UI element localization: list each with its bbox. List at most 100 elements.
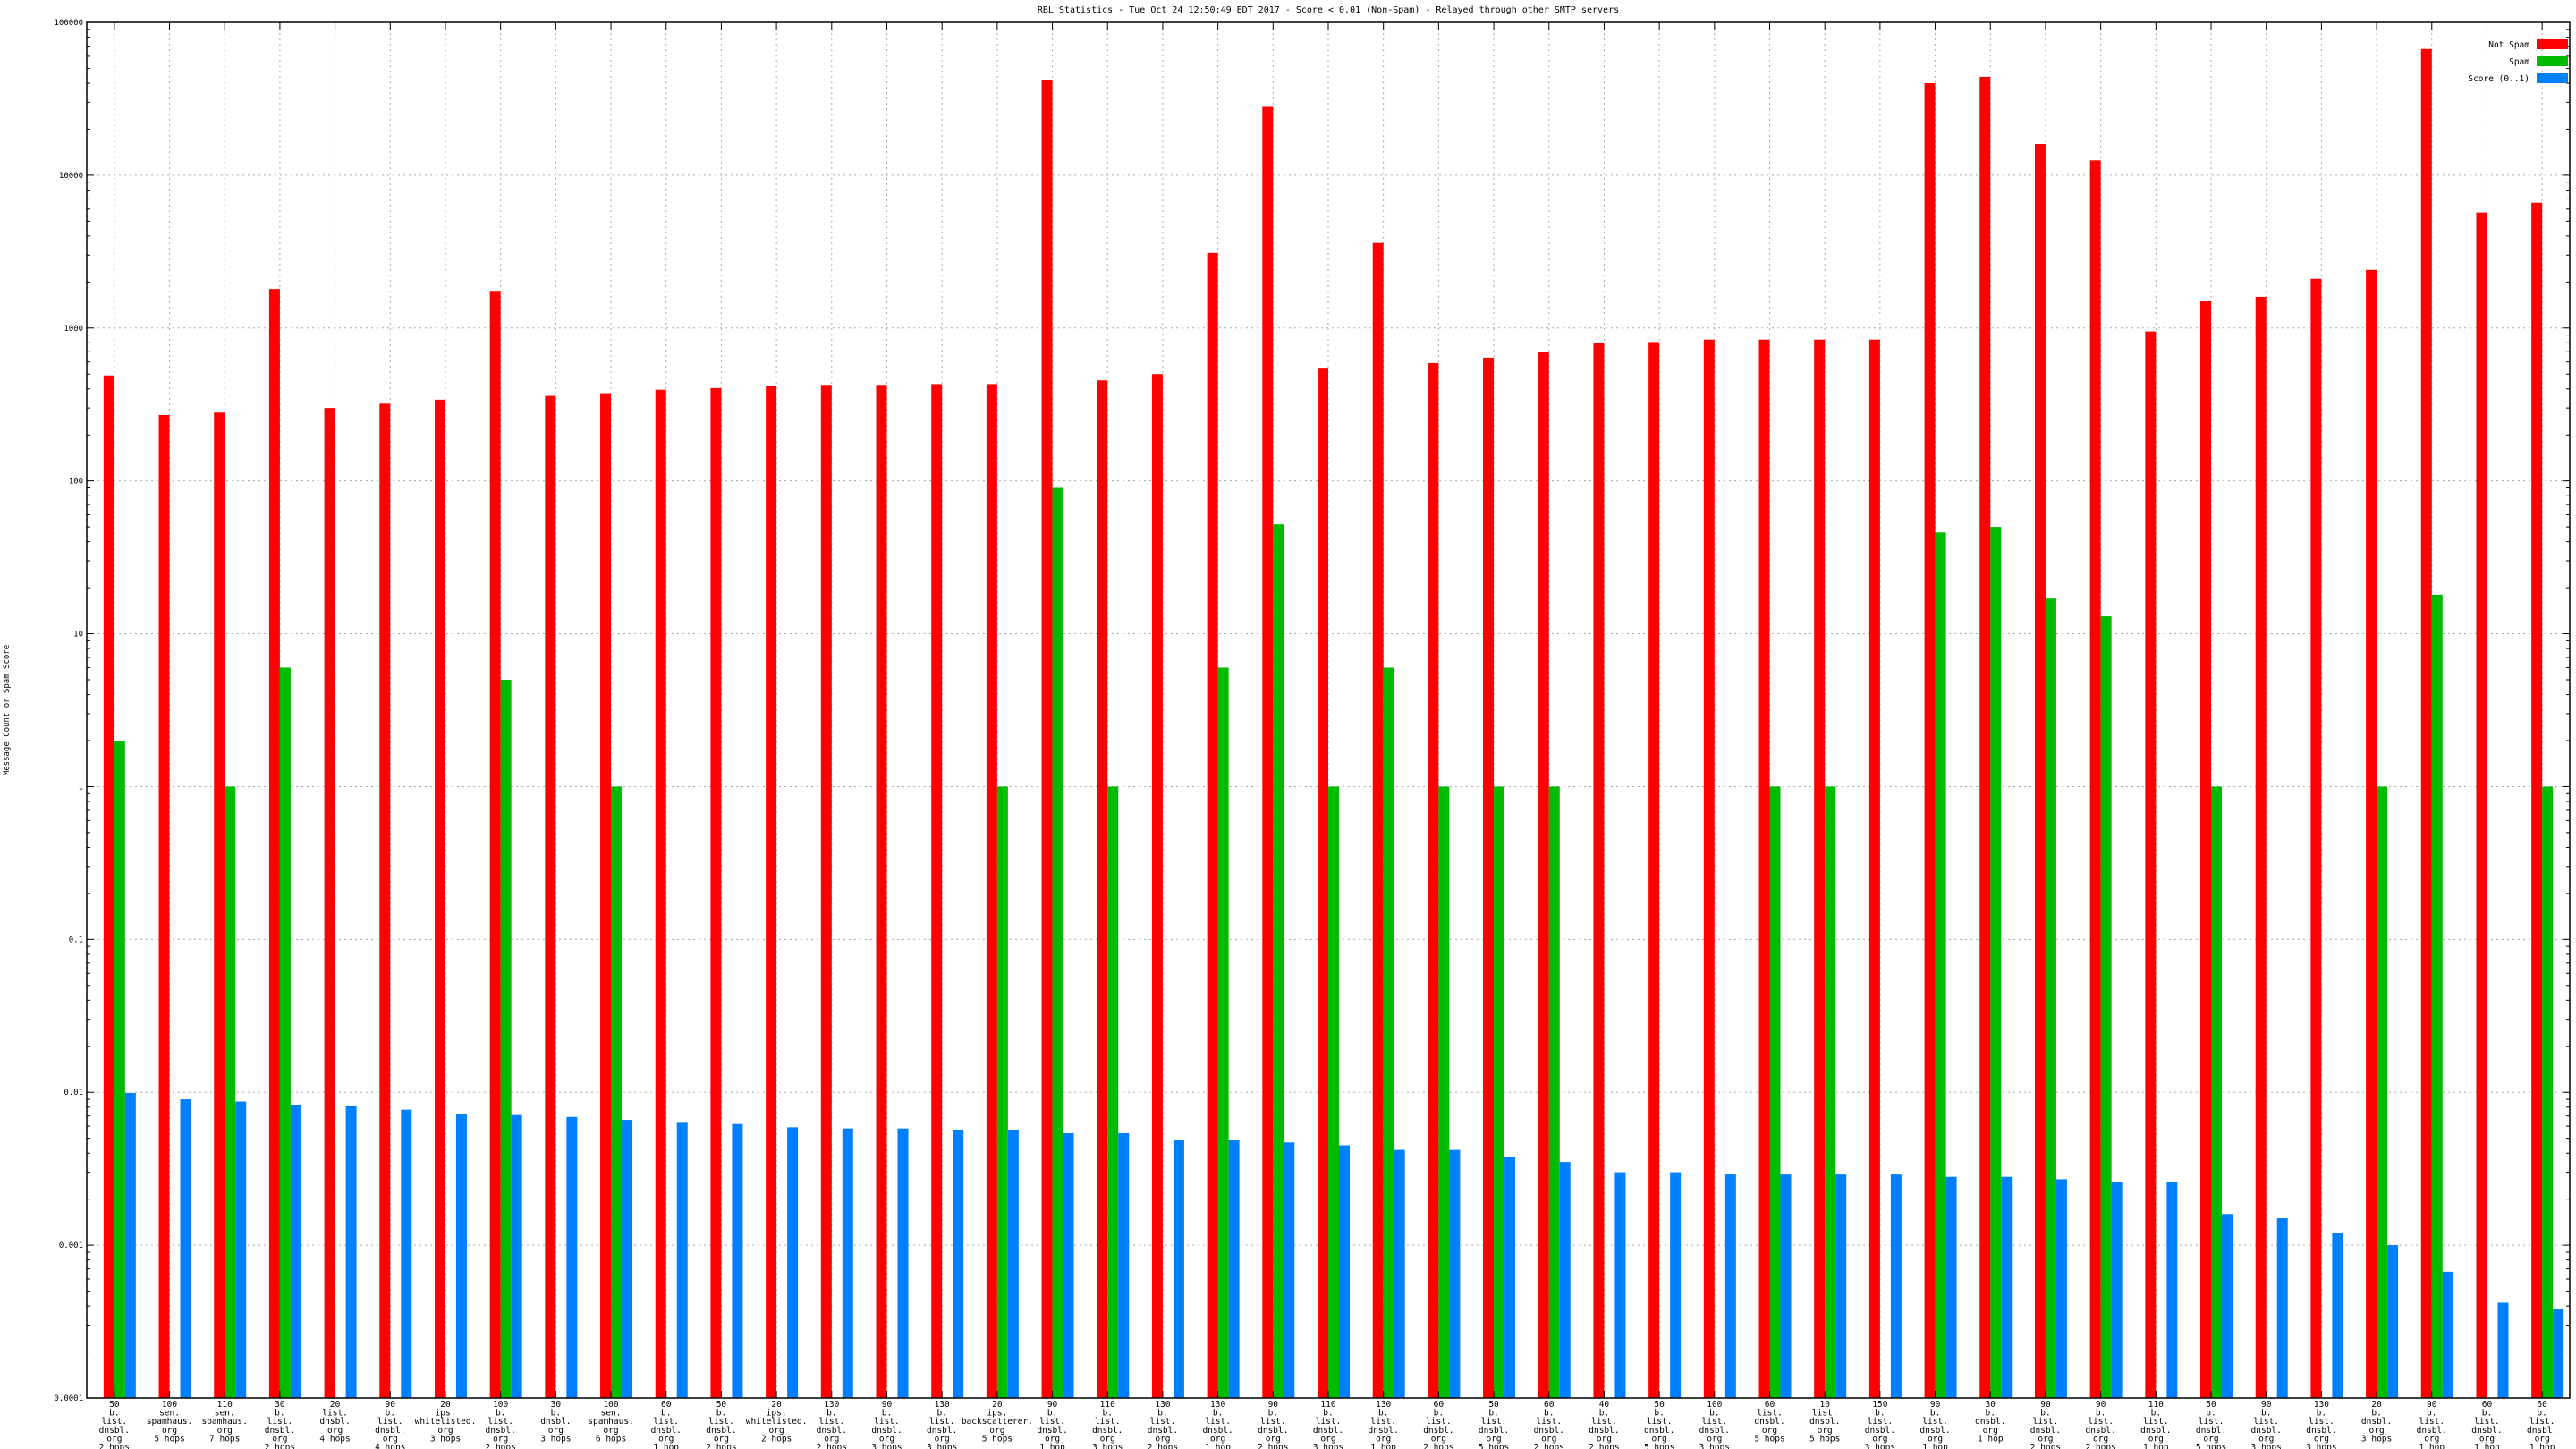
legend-label-not-spam: Not Spam: [2488, 40, 2529, 50]
x-category-label: 90 b. list. dnsbl. org 1 hop: [1037, 1400, 1067, 1449]
bar-not-spam: [1097, 380, 1108, 1398]
bar-not-spam: [2366, 269, 2377, 1398]
bar-score-0-1: [732, 1123, 743, 1398]
bar-spam: [1107, 786, 1119, 1398]
bar-not-spam: [986, 384, 997, 1398]
bar-spam: [1438, 786, 1450, 1398]
x-category-label: 50 b. list. dnsbl. org 2 hops: [99, 1400, 130, 1449]
x-category-label: 130 b. list. dnsbl. org 2 hops: [817, 1400, 847, 1449]
bar-spam: [1935, 532, 1946, 1398]
x-category-label: 100 sen. spamhaus. org 5 hops: [147, 1400, 192, 1444]
bar-score-0-1: [1118, 1132, 1130, 1398]
bar-score-0-1: [1614, 1172, 1626, 1398]
bar-score-0-1: [1835, 1174, 1847, 1398]
x-category-label: 30 b. dnsbl. org 3 hops: [540, 1400, 571, 1444]
bar-score-0-1: [1063, 1132, 1074, 1398]
bar-spam: [2100, 616, 2112, 1398]
legend-label-score: Score (0..1): [2468, 74, 2529, 84]
x-category-label: 100 sen. spamhaus. org 6 hops: [588, 1400, 633, 1444]
bar-not-spam: [710, 387, 722, 1398]
bar-score-0-1: [511, 1114, 522, 1398]
x-category-label: 130 b. list. dnsbl. org 1 hop: [1202, 1400, 1233, 1449]
bar-not-spam: [655, 389, 666, 1398]
bar-score-0-1: [180, 1099, 191, 1398]
bar-spam: [2045, 598, 2056, 1398]
bar-score-0-1: [842, 1128, 853, 1398]
bar-not-spam: [268, 289, 280, 1398]
x-category-label: 100 b. list. dnsbl. org 3 hops: [1699, 1400, 1730, 1449]
x-category-label: 60 list. dnsbl. org 5 hops: [1754, 1400, 1784, 1444]
bar-not-spam: [600, 393, 612, 1399]
bar-spam: [2431, 594, 2443, 1398]
bar-not-spam: [931, 384, 943, 1398]
bar-not-spam: [2034, 144, 2046, 1398]
bar-spam: [114, 741, 125, 1398]
x-category-label: 40 b. list. dnsbl. org 2 hops: [1589, 1400, 1619, 1449]
bar-not-spam: [2476, 212, 2487, 1398]
bar-spam: [1052, 487, 1063, 1398]
bar-score-0-1: [2001, 1176, 2012, 1398]
bar-spam: [279, 667, 291, 1398]
bar-not-spam: [2255, 296, 2267, 1398]
bar-not-spam: [1483, 357, 1495, 1399]
x-category-label: 20 list. dnsbl. org 4 hops: [319, 1400, 350, 1444]
y-tick-label: 0.01: [64, 1089, 83, 1097]
bar-score-0-1: [2276, 1218, 2288, 1398]
bar-spam: [1548, 786, 1560, 1398]
bar-not-spam: [158, 414, 170, 1398]
bar-score-0-1: [124, 1092, 136, 1398]
x-category-label: 110 b. list. dnsbl. org 1 hop: [2140, 1400, 2171, 1449]
y-axis-label: Message Count or Spam Score: [3, 645, 12, 775]
bar-not-spam: [545, 395, 556, 1399]
bar-not-spam: [1703, 339, 1715, 1398]
bar-score-0-1: [897, 1128, 909, 1398]
bars: [103, 48, 2564, 1399]
bar-not-spam: [2420, 48, 2432, 1398]
y-tick-label: 10: [73, 631, 83, 640]
x-category-label: 60 b. list. dnsbl. org 1 hop: [651, 1400, 682, 1449]
y-tick-label: 0.1: [69, 936, 83, 945]
x-category-label: 90 b. list. dnsbl. org 1 hop: [2417, 1400, 2447, 1449]
bar-spam: [225, 786, 236, 1398]
bar-score-0-1: [2497, 1302, 2509, 1398]
bar-not-spam: [2310, 278, 2322, 1398]
x-category-label: 20 b. dnsbl. org 3 hops: [2361, 1400, 2392, 1444]
bar-score-0-1: [2442, 1271, 2453, 1398]
bar-not-spam: [2531, 202, 2543, 1399]
x-category-label: 50 b. list. dnsbl. org 5 hops: [1644, 1400, 1674, 1449]
bar-not-spam: [1648, 342, 1660, 1399]
bar-spam: [1990, 527, 2002, 1398]
bar-score-0-1: [401, 1109, 412, 1398]
bar-score-0-1: [1173, 1140, 1184, 1398]
x-axis-category-labels: 50 b. list. dnsbl. org 2 hops 100 sen. spamhaus.…: [99, 1400, 2558, 1449]
bar-score-0-1: [1504, 1157, 1516, 1398]
bar-score-0-1: [455, 1114, 467, 1398]
bar-not-spam: [214, 412, 225, 1398]
bar-score-0-1: [566, 1116, 578, 1398]
bar-not-spam: [1758, 339, 1770, 1398]
bar-score-0-1: [676, 1122, 688, 1398]
x-category-label: 130 b. list. dnsbl. org 2 hops: [1148, 1400, 1178, 1449]
chart-title: RBL Statistics - Tue Oct 24 12:50:49 EDT…: [1038, 5, 1619, 15]
bar-not-spam: [820, 385, 832, 1398]
bar-spam: [1769, 786, 1781, 1398]
bar-spam: [1217, 667, 1229, 1398]
x-category-label: 60 b. list. dnsbl. org 1 hop: [2527, 1400, 2557, 1449]
bar-not-spam: [2145, 331, 2157, 1398]
bar-not-spam: [1814, 339, 1826, 1398]
x-category-label: 50 b. list. dnsbl. org 5 hops: [1479, 1400, 1509, 1449]
bar-score-0-1: [1890, 1174, 1902, 1398]
bar-score-0-1: [2166, 1182, 2178, 1398]
x-category-label: 90 b. list. dnsbl. org 2 hops: [1258, 1400, 1288, 1449]
bar-not-spam: [434, 399, 445, 1399]
bar-not-spam: [1428, 362, 1439, 1398]
x-category-label: 110 b. list. dnsbl. org 3 hops: [1313, 1400, 1343, 1449]
bar-not-spam: [2200, 301, 2212, 1398]
bar-spam: [500, 679, 512, 1398]
bar-not-spam: [1372, 242, 1384, 1398]
bar-not-spam: [1979, 76, 1991, 1399]
bar-spam: [2542, 786, 2554, 1398]
y-tick-label: 100000: [54, 19, 83, 28]
bar-score-0-1: [2332, 1233, 2343, 1398]
